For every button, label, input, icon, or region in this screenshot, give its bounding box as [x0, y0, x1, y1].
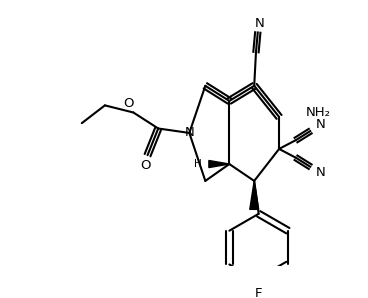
Text: H: H	[194, 159, 202, 169]
Text: N: N	[184, 126, 194, 139]
Text: N: N	[255, 17, 265, 30]
Text: N: N	[316, 118, 326, 131]
Text: NH₂: NH₂	[306, 106, 331, 119]
Text: N: N	[316, 166, 326, 179]
Text: O: O	[124, 97, 134, 110]
Polygon shape	[209, 161, 229, 167]
Polygon shape	[250, 181, 259, 209]
Text: F: F	[255, 287, 262, 298]
Text: O: O	[141, 159, 151, 172]
